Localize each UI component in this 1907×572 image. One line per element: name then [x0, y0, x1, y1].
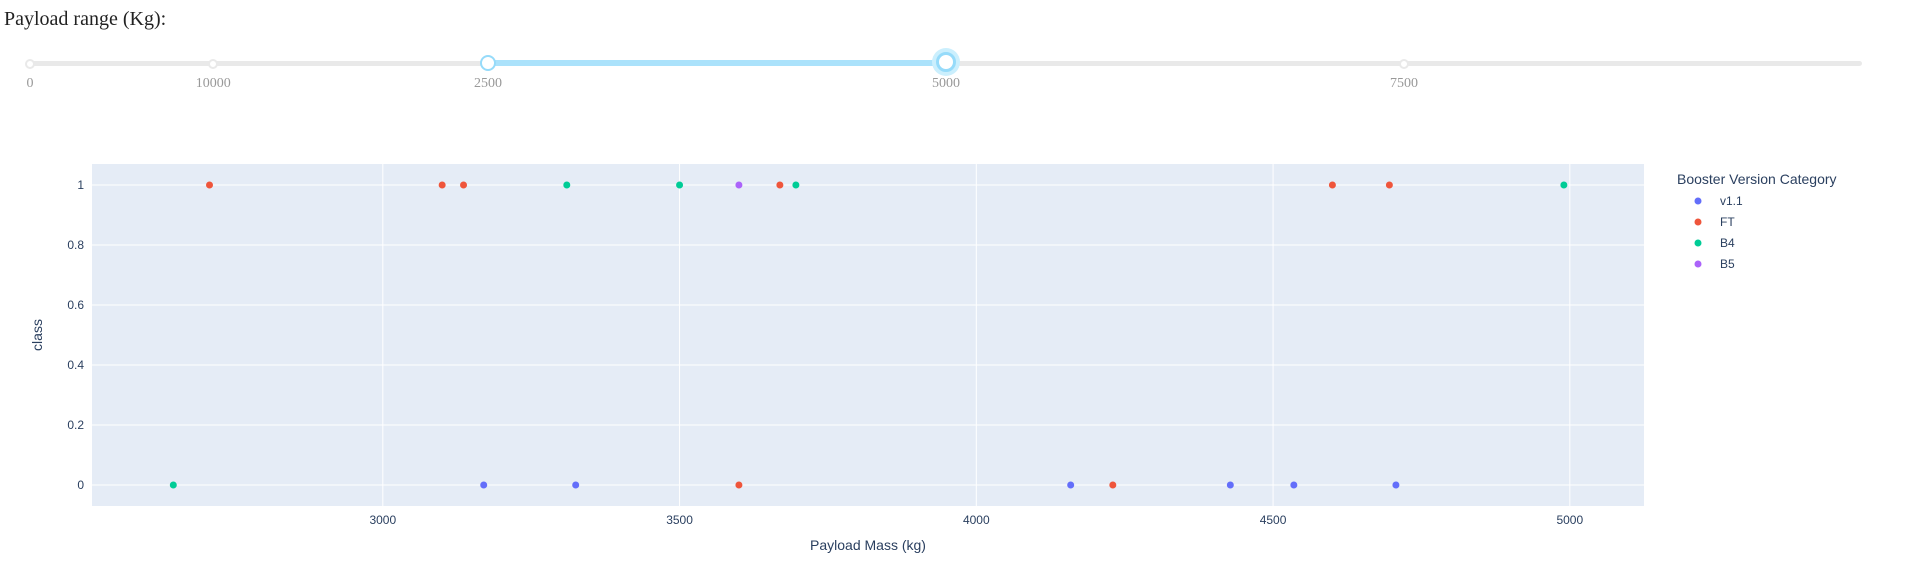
legend-item-label[interactable]: B5	[1720, 257, 1735, 271]
slider-handle-max[interactable]	[936, 52, 956, 72]
slider-handle-min[interactable]	[480, 55, 496, 71]
slider-mark-label[interactable]: 10000	[195, 76, 231, 91]
data-point-ft[interactable]	[460, 181, 468, 189]
x-tick-label: 4000	[963, 513, 990, 527]
slider-mark-label[interactable]: 0	[26, 76, 34, 91]
data-point-ft[interactable]	[776, 181, 784, 189]
slider-dot[interactable]	[1399, 59, 1409, 69]
x-axis-title: Payload Mass (kg)	[810, 537, 926, 553]
data-point-b4[interactable]	[1560, 181, 1568, 189]
data-point-ft[interactable]	[1385, 181, 1393, 189]
x-tick-label: 5000	[1556, 513, 1583, 527]
data-point-b4[interactable]	[563, 181, 571, 189]
legend: Booster Version Category v1.1 FT B4 B5	[1677, 171, 1837, 271]
x-tick-label: 3000	[369, 513, 396, 527]
data-point-ft[interactable]	[1109, 481, 1117, 489]
data-point-v1-1[interactable]	[1226, 481, 1234, 489]
legend-marker[interactable]	[1694, 197, 1702, 205]
legend-marker[interactable]	[1694, 218, 1702, 226]
y-axis-title: class	[29, 319, 45, 351]
data-point-ft[interactable]	[438, 181, 446, 189]
data-point-b5[interactable]	[735, 181, 743, 189]
slider-mark-label[interactable]: 7500	[1390, 76, 1418, 91]
x-tick-label: 4500	[1260, 513, 1287, 527]
plot-area	[92, 164, 1644, 506]
legend-item-label[interactable]: FT	[1720, 215, 1735, 229]
data-point-ft[interactable]	[1328, 181, 1336, 189]
y-tick-label: 0.2	[67, 418, 84, 432]
y-tick-label: 0	[77, 478, 84, 492]
data-point-b4[interactable]	[792, 181, 800, 189]
y-tick-label: 0.8	[67, 238, 84, 252]
data-point-v1-1[interactable]	[1067, 481, 1075, 489]
legend-item-label[interactable]: v1.1	[1720, 194, 1743, 208]
payload-range-label: Payload range (Kg):	[4, 8, 167, 30]
data-point-b4[interactable]	[676, 181, 684, 189]
y-tick-label: 0.6	[67, 298, 84, 312]
slider-selected-track[interactable]	[488, 60, 946, 66]
legend-title: Booster Version Category	[1677, 171, 1837, 187]
data-point-ft[interactable]	[206, 181, 214, 189]
legend-item-label[interactable]: B4	[1720, 236, 1735, 250]
legend-marker[interactable]	[1694, 239, 1702, 247]
payload-range-slider[interactable]: 0 10000 2500 5000 7500	[0, 40, 1907, 100]
x-tick-label: 3500	[666, 513, 693, 527]
legend-marker[interactable]	[1694, 260, 1702, 268]
data-point-v1-1[interactable]	[1392, 481, 1400, 489]
slider-dot[interactable]	[25, 59, 35, 69]
slider-dot[interactable]	[208, 59, 219, 69]
slider-mark-label[interactable]: 5000	[932, 76, 960, 91]
data-point-v1-1[interactable]	[480, 481, 488, 489]
y-tick-label: 1	[77, 178, 84, 192]
data-point-b4[interactable]	[169, 481, 177, 489]
y-tick-label: 0.4	[67, 358, 84, 372]
slider-mark-label[interactable]: 2500	[474, 76, 502, 91]
data-point-ft[interactable]	[735, 481, 743, 489]
data-point-v1-1[interactable]	[572, 481, 580, 489]
data-point-v1-1[interactable]	[1290, 481, 1298, 489]
